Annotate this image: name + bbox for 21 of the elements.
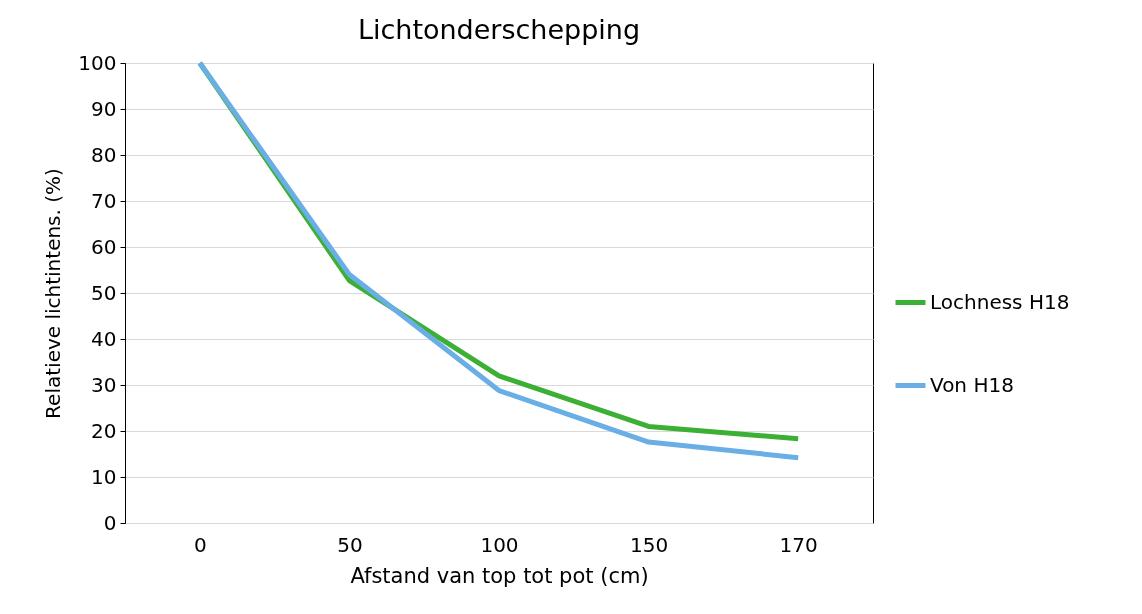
x-tick-label: 50 (337, 532, 363, 557)
y-tick-label: 90 (91, 96, 117, 121)
y-tick-label: 50 (91, 280, 117, 305)
legend-label: Lochness H18 (930, 289, 1070, 314)
y-tick-label: 70 (91, 188, 117, 213)
y-tick-label: 20 (91, 418, 117, 443)
y-tick-label: 100 (78, 50, 117, 75)
y-tick-label: 40 (91, 326, 117, 351)
y-tick-label: 30 (91, 372, 117, 397)
x-tick-label: 100 (480, 532, 519, 557)
y-tick-label: 0 (103, 510, 117, 535)
x-axis-title: Afstand van top tot pot (cm) (350, 563, 649, 588)
y-axis-title: Relatieve lichtintens. (%) (41, 168, 66, 419)
y-tick-label: 60 (91, 234, 117, 259)
chart-title: Lichtonderschepping (357, 14, 641, 45)
x-tick-label: 150 (630, 532, 669, 557)
y-tick-label: 80 (91, 142, 117, 167)
x-tick-label: 0 (193, 532, 207, 557)
y-tick-label: 10 (91, 464, 117, 489)
x-tick-label: 170 (779, 532, 818, 557)
legend-label: Von H18 (930, 372, 1014, 397)
